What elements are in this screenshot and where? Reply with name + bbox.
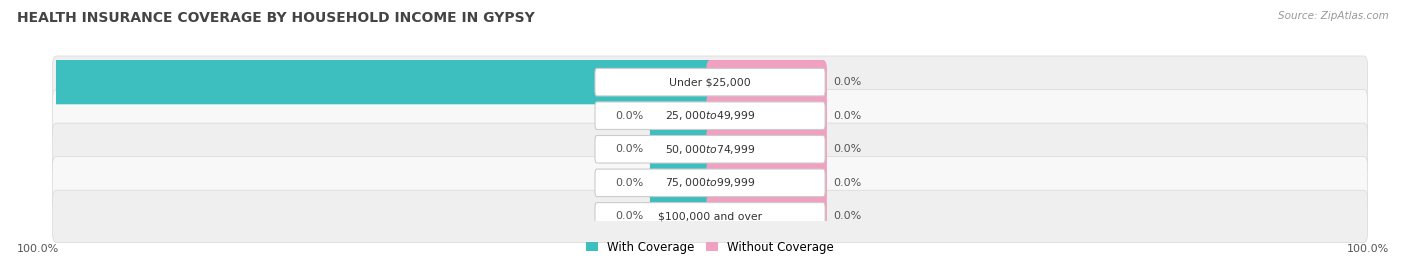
- Text: $25,000 to $49,999: $25,000 to $49,999: [665, 109, 755, 122]
- FancyBboxPatch shape: [52, 123, 1368, 176]
- FancyBboxPatch shape: [706, 94, 827, 138]
- FancyBboxPatch shape: [52, 190, 1368, 242]
- FancyBboxPatch shape: [595, 136, 825, 163]
- Text: Source: ZipAtlas.com: Source: ZipAtlas.com: [1278, 11, 1389, 21]
- Text: 0.0%: 0.0%: [616, 211, 644, 221]
- FancyBboxPatch shape: [595, 202, 825, 230]
- FancyBboxPatch shape: [706, 127, 827, 171]
- FancyBboxPatch shape: [52, 56, 1368, 108]
- Text: 100.0%: 100.0%: [1347, 244, 1389, 254]
- Text: 0.0%: 0.0%: [834, 178, 862, 188]
- FancyBboxPatch shape: [706, 60, 827, 104]
- Text: 0.0%: 0.0%: [616, 144, 644, 154]
- FancyBboxPatch shape: [650, 94, 714, 138]
- FancyBboxPatch shape: [595, 68, 825, 96]
- FancyBboxPatch shape: [595, 169, 825, 197]
- FancyBboxPatch shape: [650, 127, 714, 171]
- Text: $100,000 and over: $100,000 and over: [658, 211, 762, 221]
- Legend: With Coverage, Without Coverage: With Coverage, Without Coverage: [586, 241, 834, 254]
- FancyBboxPatch shape: [650, 161, 714, 205]
- Text: Under $25,000: Under $25,000: [669, 77, 751, 87]
- FancyBboxPatch shape: [650, 194, 714, 238]
- FancyBboxPatch shape: [706, 194, 827, 238]
- Text: $75,000 to $99,999: $75,000 to $99,999: [665, 176, 755, 189]
- Text: 0.0%: 0.0%: [616, 178, 644, 188]
- FancyBboxPatch shape: [706, 161, 827, 205]
- FancyBboxPatch shape: [595, 102, 825, 129]
- FancyBboxPatch shape: [52, 157, 1368, 209]
- Text: 0.0%: 0.0%: [616, 111, 644, 121]
- Text: 0.0%: 0.0%: [834, 77, 862, 87]
- Text: 0.0%: 0.0%: [834, 111, 862, 121]
- Text: 0.0%: 0.0%: [834, 144, 862, 154]
- FancyBboxPatch shape: [52, 90, 1368, 142]
- Text: 100.0%: 100.0%: [17, 244, 59, 254]
- FancyBboxPatch shape: [0, 60, 714, 104]
- Text: HEALTH INSURANCE COVERAGE BY HOUSEHOLD INCOME IN GYPSY: HEALTH INSURANCE COVERAGE BY HOUSEHOLD I…: [17, 11, 534, 25]
- Text: $50,000 to $74,999: $50,000 to $74,999: [665, 143, 755, 156]
- Text: 0.0%: 0.0%: [834, 211, 862, 221]
